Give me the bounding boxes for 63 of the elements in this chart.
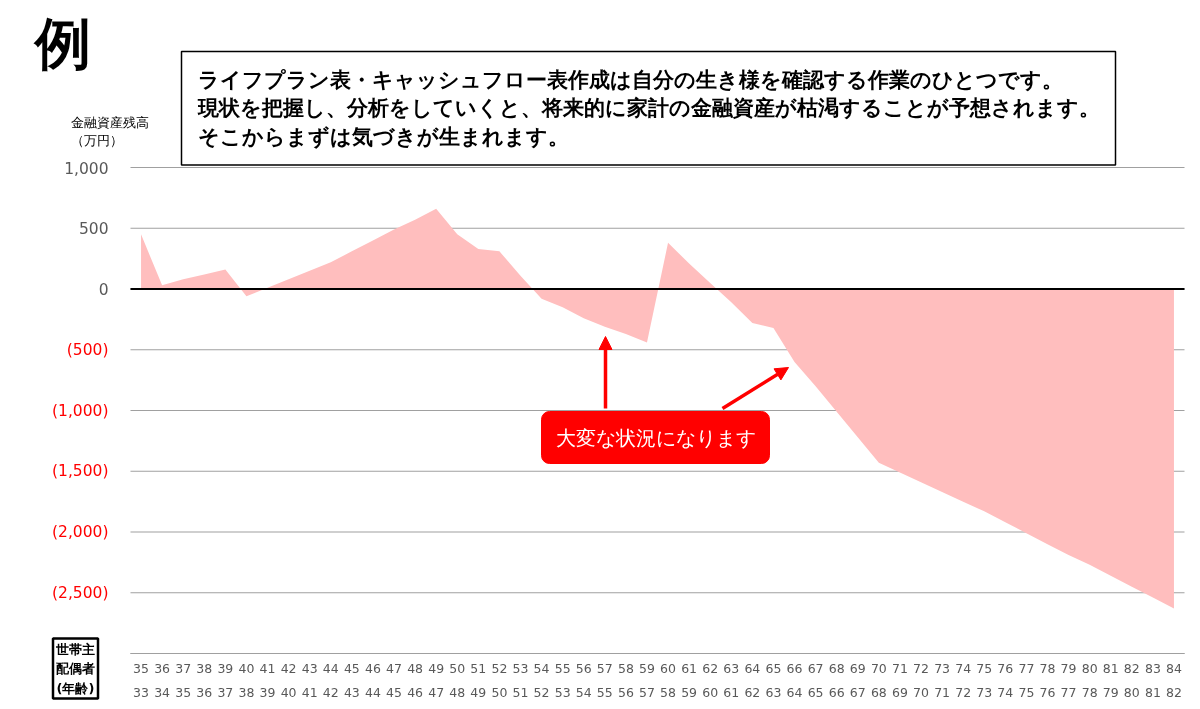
- chart-subtitle: ライフプラン表・キャッシュフロー表作成は自分の生き様を確認する作業のひとつです。現状を把握し、分析をしていくと、将来的に家計の金融資産が枯渇することが予想されます。そこからまずは気づきが生まれます。: [196, 67, 1100, 150]
- x-tick-label: 70 68: [870, 660, 887, 701]
- x-tick-label: 49 47: [428, 660, 445, 701]
- x-tick-label: 67 65: [807, 660, 824, 701]
- y-tick-label: (500): [66, 340, 109, 359]
- y-tick-label: 500: [78, 220, 109, 239]
- x-tick-label: 39 37: [217, 660, 234, 701]
- y-tick-label: (1,500): [52, 462, 109, 481]
- x-tick-label: 82 80: [1123, 660, 1140, 701]
- x-tick-label: 36 34: [154, 660, 171, 701]
- x-tick-label: 57 55: [596, 660, 613, 701]
- y-tick-label: 0: [98, 281, 109, 299]
- x-tick-label: 38 36: [196, 660, 213, 701]
- x-tick-label: 62 60: [702, 660, 719, 701]
- x-tick-label: 61 59: [681, 660, 698, 701]
- x-tick-label: 52 50: [491, 660, 508, 701]
- annotation: 大変な状況になります: [555, 425, 756, 450]
- x-tick-label: 41 39: [259, 660, 276, 701]
- x-tick-label: 77 75: [1018, 660, 1035, 701]
- x-tick-label: 79 77: [1060, 660, 1077, 701]
- x-tick-label: 59 57: [639, 660, 655, 701]
- x-tick-label: 60 58: [660, 660, 677, 701]
- x-tick-label: 45 43: [343, 660, 360, 701]
- y-tick-label: (2,500): [52, 583, 109, 602]
- x-tick-label: 43 41: [301, 660, 318, 701]
- x-tick-label: 42 40: [280, 660, 297, 701]
- x-tick-label: 55 53: [554, 660, 571, 701]
- y-tick-label: (2,000): [52, 523, 109, 541]
- x-tick-label: 83 81: [1144, 660, 1161, 701]
- x-tick-label: 65 63: [765, 660, 782, 701]
- x-tick-label: 58 56: [617, 660, 634, 701]
- x-tick-label: 69 67: [849, 660, 866, 701]
- x-tick-label: 50 48: [449, 660, 466, 701]
- x-tick-label: 46 44: [364, 660, 381, 701]
- x-tick-label: 51 49: [470, 660, 487, 701]
- x-tick-label: 84 82: [1166, 660, 1182, 701]
- chart-title: 例: [32, 10, 91, 76]
- x-tick-label: 71 69: [891, 660, 908, 701]
- x-tick-label: 35 33: [133, 660, 149, 701]
- x-tick-label: 64 62: [744, 660, 761, 701]
- x-tick-label: 74 72: [955, 660, 972, 701]
- x-tick-label: 63 61: [723, 660, 740, 701]
- x-tick-label: 78 76: [1039, 660, 1056, 701]
- y-tick-label: (1,000): [52, 401, 109, 420]
- x-axis-title: 世帯主配偶者(年齢): [55, 641, 95, 696]
- x-tick-label: 76 74: [997, 660, 1014, 701]
- x-tick-label: 75 73: [976, 660, 993, 701]
- x-tick-label: 53 51: [512, 660, 529, 701]
- x-tick-label: 66 64: [786, 660, 803, 701]
- x-tick-label: 73 71: [934, 660, 951, 701]
- y-axis-title: 金融資産残高（万円）: [70, 114, 149, 149]
- x-tick-label: 48 46: [407, 660, 424, 701]
- x-tick-label: 37 35: [175, 660, 192, 701]
- y-tick-label: 1,000: [64, 159, 109, 178]
- x-tick-label: 47 45: [386, 660, 402, 701]
- x-tick-label: 56 54: [575, 660, 592, 701]
- x-tick-label: 80 78: [1081, 660, 1098, 701]
- x-tick-label: 40 38: [238, 660, 255, 701]
- x-tick-label: 68 66: [828, 660, 845, 701]
- x-tick-label: 44 42: [322, 660, 339, 701]
- x-tick-label: 72 70: [913, 660, 929, 701]
- x-tick-label: 54 52: [533, 660, 550, 701]
- x-tick-label: 81 79: [1102, 660, 1119, 701]
